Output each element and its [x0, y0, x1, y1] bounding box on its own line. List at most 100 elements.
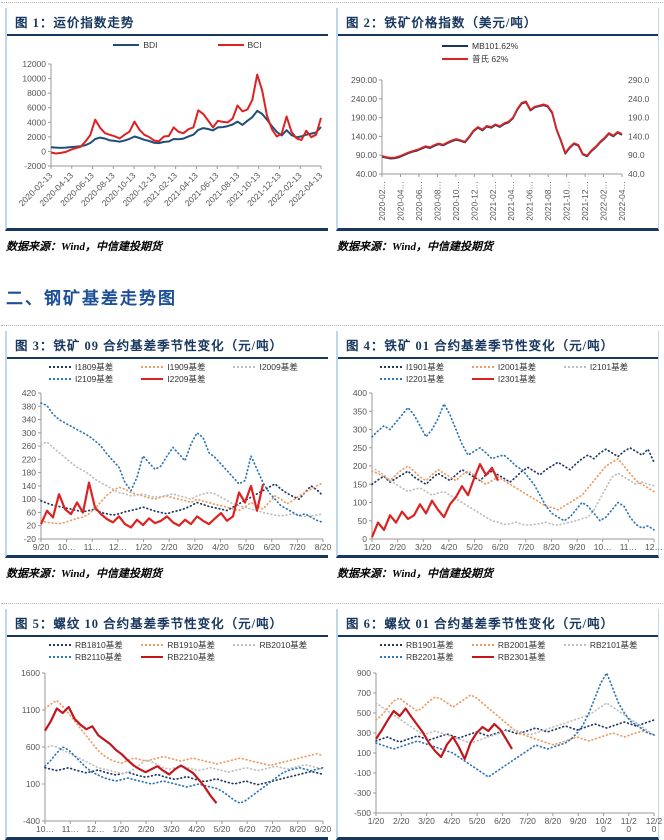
svg-text:10…: 10…: [594, 542, 612, 552]
svg-text:60: 60: [27, 507, 37, 517]
svg-text:7/20: 7/20: [518, 542, 535, 552]
svg-text:500: 500: [357, 708, 371, 718]
svg-text:2021-06…: 2021-06…: [525, 181, 535, 221]
svg-text:90.0: 90.0: [628, 150, 645, 160]
svg-text:900: 900: [357, 668, 371, 678]
svg-text:6/20: 6/20: [492, 542, 509, 552]
svg-text:7/20: 7/20: [519, 816, 536, 826]
chart-row-2: 图 3：铁矿 09 合约基差季节性变化（元/吨） -20 20 60 100 140 18…: [0, 331, 664, 581]
svg-text:2/20: 2/20: [138, 824, 155, 834]
figure3-chart: -20 20 60 100 140 180 220 260 300 340 380 420 9/20 10…: [7, 359, 332, 555]
figure1-column: 图 1：运价指数走势 -2000 0 2000 4000 6000 8000 10000 12…: [5, 8, 328, 254]
svg-text:2021-04…: 2021-04…: [506, 181, 516, 221]
figure1-title: 图 1：运价指数走势: [7, 8, 328, 36]
figure2-chart: 40.00 40.0 90.00 90.0 140.00 140.0 190.00 190.0…: [338, 36, 658, 228]
svg-text:20: 20: [27, 521, 37, 531]
svg-text:240.0: 240.0: [628, 94, 650, 104]
svg-text:11…: 11…: [620, 542, 637, 552]
svg-text:12/20: 12/2 0: [646, 816, 663, 834]
spacer: [0, 581, 664, 603]
svg-text:300: 300: [357, 728, 371, 738]
svg-text:7/20: 7/20: [264, 824, 281, 834]
svg-text:1/20: 1/20: [368, 816, 385, 826]
svg-text:11…: 11…: [84, 542, 101, 552]
figure1-chart: -2000 0 2000 4000 6000 8000 10000 12000 2020-02-…: [7, 36, 328, 228]
svg-text:2022-02…: 2022-02…: [599, 181, 609, 221]
separator-top: [1, 2, 663, 3]
svg-text:-20: -20: [24, 534, 37, 544]
svg-text:4/20: 4/20: [212, 542, 229, 552]
svg-text:150: 150: [353, 479, 367, 489]
svg-text:2/20: 2/20: [161, 542, 178, 552]
svg-text:180: 180: [22, 468, 36, 478]
svg-text:1100: 1100: [22, 705, 41, 715]
svg-text:3/20: 3/20: [187, 542, 204, 552]
svg-text:2020-10…: 2020-10…: [451, 181, 461, 221]
svg-text:2000: 2000: [27, 132, 46, 142]
svg-text:200: 200: [353, 461, 367, 471]
svg-text:12…: 12…: [87, 824, 105, 834]
svg-text:5/20: 5/20: [466, 542, 483, 552]
figure6-column: 图 6：螺纹 01 合约基差季节性变化（元/吨） -500 -300 -100 100…: [336, 609, 663, 840]
svg-text:260: 260: [22, 441, 36, 451]
svg-text:2020-04…: 2020-04…: [395, 181, 405, 221]
svg-text:3/20: 3/20: [163, 824, 180, 834]
svg-text:600: 600: [26, 742, 40, 752]
svg-text:290.00: 290.00: [351, 75, 377, 85]
svg-text:12000: 12000: [22, 59, 46, 69]
svg-text:400: 400: [353, 388, 367, 398]
svg-text:8000: 8000: [27, 88, 46, 98]
figure5-column: 图 5：螺纹 10 合约基差季节性变化（元/吨） -400 100 600 1100 1…: [5, 609, 332, 840]
svg-text:4/20: 4/20: [441, 542, 458, 552]
svg-text:2022-04…: 2022-04…: [617, 181, 627, 221]
svg-text:250: 250: [353, 443, 367, 453]
svg-text:350: 350: [353, 406, 367, 416]
figure4-title: 图 4：铁矿 01 合约基差季节性变化（元/吨）: [338, 331, 658, 359]
svg-text:6/20: 6/20: [263, 542, 280, 552]
svg-text:4000: 4000: [27, 117, 46, 127]
figure2-title: 图 2：铁矿价格指数（美元/吨）: [338, 8, 658, 36]
svg-text:1/20: 1/20: [135, 542, 152, 552]
svg-text:11/20: 11/2 0: [621, 816, 637, 834]
section-title: 二、钢矿基差走势图: [6, 289, 177, 308]
svg-text:2021-10…: 2021-10…: [562, 181, 572, 221]
svg-text:-300: -300: [354, 788, 371, 798]
figure5-chart: -400 100 600 1100 1600 10… 11… 12… 1/20 2/20 3/20 4…: [7, 637, 332, 837]
svg-text:-500: -500: [354, 808, 371, 818]
svg-text:190.0: 190.0: [628, 113, 650, 123]
svg-text:2020-06…: 2020-06…: [414, 181, 424, 221]
figure5-title: 图 5：螺纹 10 合约基差季节性变化（元/吨）: [7, 609, 328, 637]
svg-text:9/20: 9/20: [315, 824, 332, 834]
svg-text:1/20: 1/20: [113, 824, 130, 834]
svg-text:6/20: 6/20: [494, 816, 511, 826]
svg-text:2020-08…: 2020-08…: [432, 181, 442, 221]
svg-text:2021-08…: 2021-08…: [543, 181, 553, 221]
svg-text:290.0: 290.0: [628, 75, 650, 85]
svg-text:-400: -400: [23, 816, 40, 826]
svg-text:380: 380: [22, 401, 36, 411]
separator-mid-1: [1, 325, 663, 326]
svg-text:90.00: 90.00: [356, 150, 378, 160]
svg-text:10000: 10000: [22, 74, 46, 84]
figure4-column: 图 4：铁矿 01 合约基差季节性变化（元/吨） 0 50 100 150 200 250…: [336, 331, 663, 581]
svg-text:5/20: 5/20: [238, 542, 255, 552]
figure6-panel: 图 6：螺纹 01 合约基差季节性变化（元/吨） -500 -300 -100 100…: [336, 609, 663, 840]
svg-text:7/20: 7/20: [289, 542, 306, 552]
figure4-plot: 0 50 100 150 200 250 300 350 400 1/20 2/20 3/20 4/20…: [353, 388, 663, 552]
svg-text:10/20: 10/2 0: [595, 816, 612, 834]
svg-text:8/20: 8/20: [289, 824, 306, 834]
svg-text:2020-12…: 2020-12…: [469, 181, 479, 221]
svg-text:100: 100: [22, 494, 36, 504]
figure2-source-note: 数据来源：Wind，中信建投期货: [337, 241, 494, 253]
svg-text:1/20: 1/20: [364, 542, 381, 552]
svg-text:240.00: 240.00: [351, 94, 377, 104]
svg-text:4/20: 4/20: [444, 816, 461, 826]
svg-text:6000: 6000: [27, 103, 46, 113]
figure4-chart: 0 50 100 150 200 250 300 350 400 1/20 2/20 3/20 4/20…: [338, 359, 663, 555]
svg-text:10…: 10…: [58, 542, 76, 552]
figure3-title: 图 3：铁矿 09 合约基差季节性变化（元/吨）: [7, 331, 328, 359]
svg-text:100: 100: [357, 748, 371, 758]
svg-text:2/20: 2/20: [389, 542, 406, 552]
svg-text:2/20: 2/20: [393, 816, 410, 826]
svg-text:2021-12…: 2021-12…: [580, 181, 590, 221]
